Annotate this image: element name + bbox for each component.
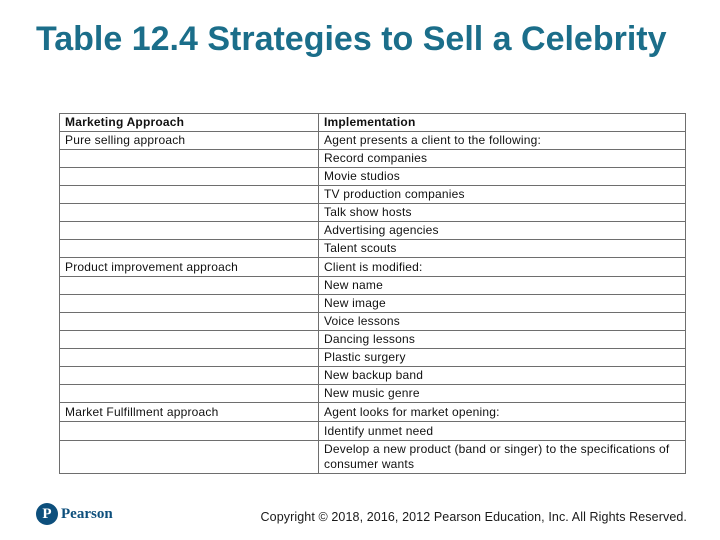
table-row: New backup band	[59, 366, 686, 385]
table-row: Voice lessons	[59, 312, 686, 331]
implementation-cell: Agent looks for market opening:	[318, 402, 686, 422]
table-body: Marketing Approach Implementation Pure s…	[59, 113, 686, 474]
table-row: Talk show hosts	[59, 203, 686, 222]
table-row: Identify unmet need	[59, 421, 686, 441]
approach-cell: Market Fulfillment approach	[59, 402, 319, 422]
implementation-cell: Record companies	[318, 149, 686, 168]
pearson-logo-icon: P	[36, 503, 58, 525]
implementation-cell: Identify unmet need	[318, 421, 686, 441]
implementation-cell: Client is modified:	[318, 257, 686, 277]
approach-cell	[59, 312, 319, 331]
approach-cell	[59, 221, 319, 240]
pearson-logo: P Pearson	[36, 502, 113, 526]
approach-cell	[59, 239, 319, 258]
implementation-cell: TV production companies	[318, 185, 686, 204]
implementation-cell: Plastic surgery	[318, 348, 686, 367]
approach-cell	[59, 348, 319, 367]
approach-cell: Pure selling approach	[59, 131, 319, 150]
approach-cell	[59, 167, 319, 186]
strategies-table: Marketing Approach Implementation Pure s…	[59, 113, 686, 474]
table-row: Market Fulfillment approach Agent looks f…	[59, 402, 686, 422]
table-row: Develop a new product (band or singer) t…	[59, 440, 686, 474]
implementation-cell: Talent scouts	[318, 239, 686, 258]
implementation-cell: Develop a new product (band or singer) t…	[318, 440, 686, 474]
table-row: New music genre	[59, 384, 686, 403]
slide-title: Table 12.4 Strategies to Sell a Celebrit…	[36, 20, 667, 58]
approach-cell	[59, 330, 319, 349]
implementation-cell: Advertising agencies	[318, 221, 686, 240]
approach-cell	[59, 203, 319, 222]
table-row: New name	[59, 276, 686, 295]
implementation-cell: New music genre	[318, 384, 686, 403]
approach-cell	[59, 276, 319, 295]
approach-cell	[59, 421, 319, 441]
table-row: Plastic surgery	[59, 348, 686, 367]
approach-cell	[59, 366, 319, 385]
approach-cell: Product improvement approach	[59, 257, 319, 277]
pearson-logo-text: Pearson	[61, 505, 113, 522]
table-row: Talent scouts	[59, 239, 686, 258]
table-row: New image	[59, 294, 686, 313]
table-row: Product improvement approach Client is mo…	[59, 257, 686, 277]
implementation-cell: Movie studios	[318, 167, 686, 186]
table-row: Pure selling approach Agent presents a cl…	[59, 131, 686, 150]
approach-cell	[59, 294, 319, 313]
table-row: Dancing lessons	[59, 330, 686, 349]
approach-cell	[59, 440, 319, 474]
table-row: Record companies	[59, 149, 686, 168]
approach-cell	[59, 185, 319, 204]
implementation-cell: New backup band	[318, 366, 686, 385]
table-row: Movie studios	[59, 167, 686, 186]
approach-cell	[59, 149, 319, 168]
implementation-cell: New name	[318, 276, 686, 295]
implementation-cell: Voice lessons	[318, 312, 686, 331]
table-row: TV production companies	[59, 185, 686, 204]
implementation-cell: Talk show hosts	[318, 203, 686, 222]
implementation-cell: Agent presents a client to the following…	[318, 131, 686, 150]
table-row: Advertising agencies	[59, 221, 686, 240]
approach-cell	[59, 384, 319, 403]
header-marketing-approach: Marketing Approach	[59, 113, 319, 132]
table-header-row: Marketing Approach Implementation	[59, 113, 686, 132]
copyright-notice: Copyright © 2018, 2016, 2012 Pearson Edu…	[260, 510, 687, 524]
header-implementation: Implementation	[318, 113, 686, 132]
implementation-cell: New image	[318, 294, 686, 313]
implementation-cell: Dancing lessons	[318, 330, 686, 349]
